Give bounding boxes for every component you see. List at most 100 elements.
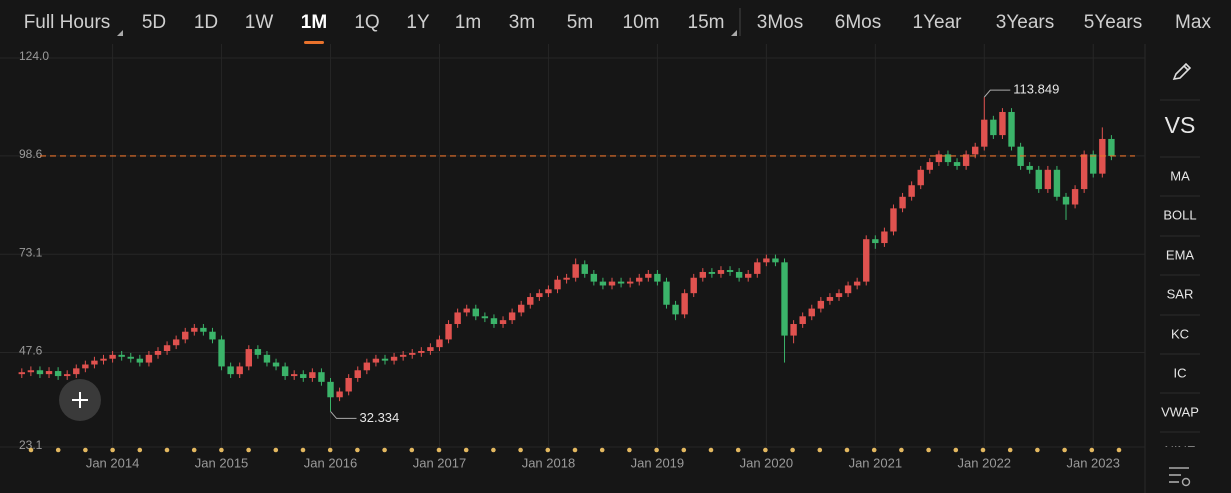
tab[interactable]: 10m xyxy=(623,12,660,33)
event-dot xyxy=(708,447,714,453)
candle-body xyxy=(472,308,479,317)
candle-body xyxy=(100,358,107,361)
candle-body xyxy=(962,154,970,166)
tab[interactable]: 6Mos xyxy=(835,12,881,33)
x-tick-label: Jan 2018 xyxy=(522,455,576,470)
event-dot xyxy=(300,447,306,453)
candle-body xyxy=(409,352,416,355)
tab-underline xyxy=(304,41,324,44)
tab[interactable]: 1m xyxy=(455,12,481,33)
candle-body xyxy=(817,300,825,309)
candle-body xyxy=(254,349,262,355)
tab[interactable]: 1Year xyxy=(913,12,963,33)
indicator-button[interactable]: MA xyxy=(1170,168,1190,183)
candle-body xyxy=(372,358,380,363)
event-dot xyxy=(463,447,469,453)
candle-body xyxy=(318,372,325,382)
indicator-button[interactable]: VS xyxy=(1165,112,1196,138)
candle-body xyxy=(263,354,271,363)
candle-body xyxy=(336,391,343,398)
tab[interactable]: 1M xyxy=(301,12,327,33)
tab[interactable]: 5m xyxy=(567,12,593,33)
tab[interactable]: 1Y xyxy=(406,12,430,33)
candle-body xyxy=(572,264,579,278)
x-tick-label: Jan 2021 xyxy=(849,455,903,470)
candle-body xyxy=(236,366,243,375)
indicator-button[interactable]: KC xyxy=(1171,326,1189,341)
candle-body xyxy=(327,381,334,398)
tab[interactable]: Max xyxy=(1175,12,1211,33)
candle-body xyxy=(1108,138,1115,156)
candle-body xyxy=(172,339,180,346)
tab[interactable]: 1D xyxy=(194,12,218,33)
add-plus xyxy=(72,392,88,408)
candle-body xyxy=(54,371,62,377)
candle-body xyxy=(91,360,98,365)
tab[interactable]: 3m xyxy=(509,12,535,33)
candle-body xyxy=(772,258,779,263)
event-dot xyxy=(1062,447,1067,453)
tab[interactable]: 15m xyxy=(688,12,725,33)
tab[interactable]: Full Hours xyxy=(24,12,111,33)
event-dot xyxy=(409,447,415,453)
candle-body xyxy=(699,271,706,278)
y-tick-label: 47.6 xyxy=(19,344,43,358)
plot: 124.0 98.6 73.1 47.6 23.1 Jan 2014 Jan 2015 Jan… xyxy=(0,44,1145,470)
candle-body xyxy=(499,320,507,325)
event-dot xyxy=(899,447,904,453)
event-dot xyxy=(681,447,687,453)
candle-body xyxy=(1080,154,1088,190)
candle-body xyxy=(527,297,534,305)
candle-body xyxy=(835,293,843,298)
max-label: 113.849 xyxy=(1013,82,1059,97)
candle-body xyxy=(1062,196,1070,205)
event-dot xyxy=(1035,447,1040,453)
tab[interactable]: 3Years xyxy=(996,12,1054,33)
event-dot xyxy=(844,447,850,453)
candle-body xyxy=(981,119,988,147)
indicator-button[interactable]: IC xyxy=(1174,365,1187,380)
candle-body xyxy=(790,324,797,336)
indicator-button[interactable]: SAR xyxy=(1167,286,1194,301)
draw-tool[interactable] xyxy=(1172,62,1192,81)
candle-body xyxy=(744,273,752,278)
x-tick-label: Jan 2017 xyxy=(413,455,467,470)
candle-body xyxy=(663,281,670,305)
add-button[interactable] xyxy=(59,379,101,421)
settings-icon[interactable] xyxy=(1169,467,1191,487)
y-tick-label: 23.1 xyxy=(19,438,43,452)
candle-body xyxy=(999,111,1006,136)
tab[interactable]: 3Mos xyxy=(757,12,803,33)
tab[interactable]: 1Q xyxy=(354,12,379,33)
candle-body xyxy=(363,362,371,371)
candle-body xyxy=(872,239,879,244)
candle-body xyxy=(735,271,743,278)
candle-body xyxy=(281,366,289,377)
candle-body xyxy=(272,362,280,367)
event-dot xyxy=(1089,447,1095,453)
event-dot xyxy=(627,447,632,453)
event-dot xyxy=(953,447,959,453)
candle-body xyxy=(200,327,207,332)
candle-body xyxy=(554,279,561,290)
tab[interactable]: 5D xyxy=(142,12,166,33)
candle-body xyxy=(890,208,897,232)
candle-body xyxy=(245,349,252,367)
indicator-button[interactable]: VWAP xyxy=(1161,404,1199,419)
candle-body xyxy=(726,270,734,272)
indicator-button[interactable]: EMA xyxy=(1166,247,1195,262)
candle-body xyxy=(427,347,434,352)
indicator-button[interactable]: BOLL xyxy=(1163,207,1196,222)
candle-body xyxy=(300,374,307,378)
tab[interactable]: 1W xyxy=(245,12,274,33)
tab[interactable]: 5Years xyxy=(1084,12,1142,33)
icon-gear xyxy=(1181,477,1191,487)
candle-body xyxy=(799,316,806,325)
x-tick-label: Jan 2016 xyxy=(304,455,358,470)
candle-body xyxy=(944,154,952,163)
candle-body xyxy=(1071,189,1079,205)
candle-body xyxy=(608,281,616,286)
candle-body xyxy=(463,308,470,313)
